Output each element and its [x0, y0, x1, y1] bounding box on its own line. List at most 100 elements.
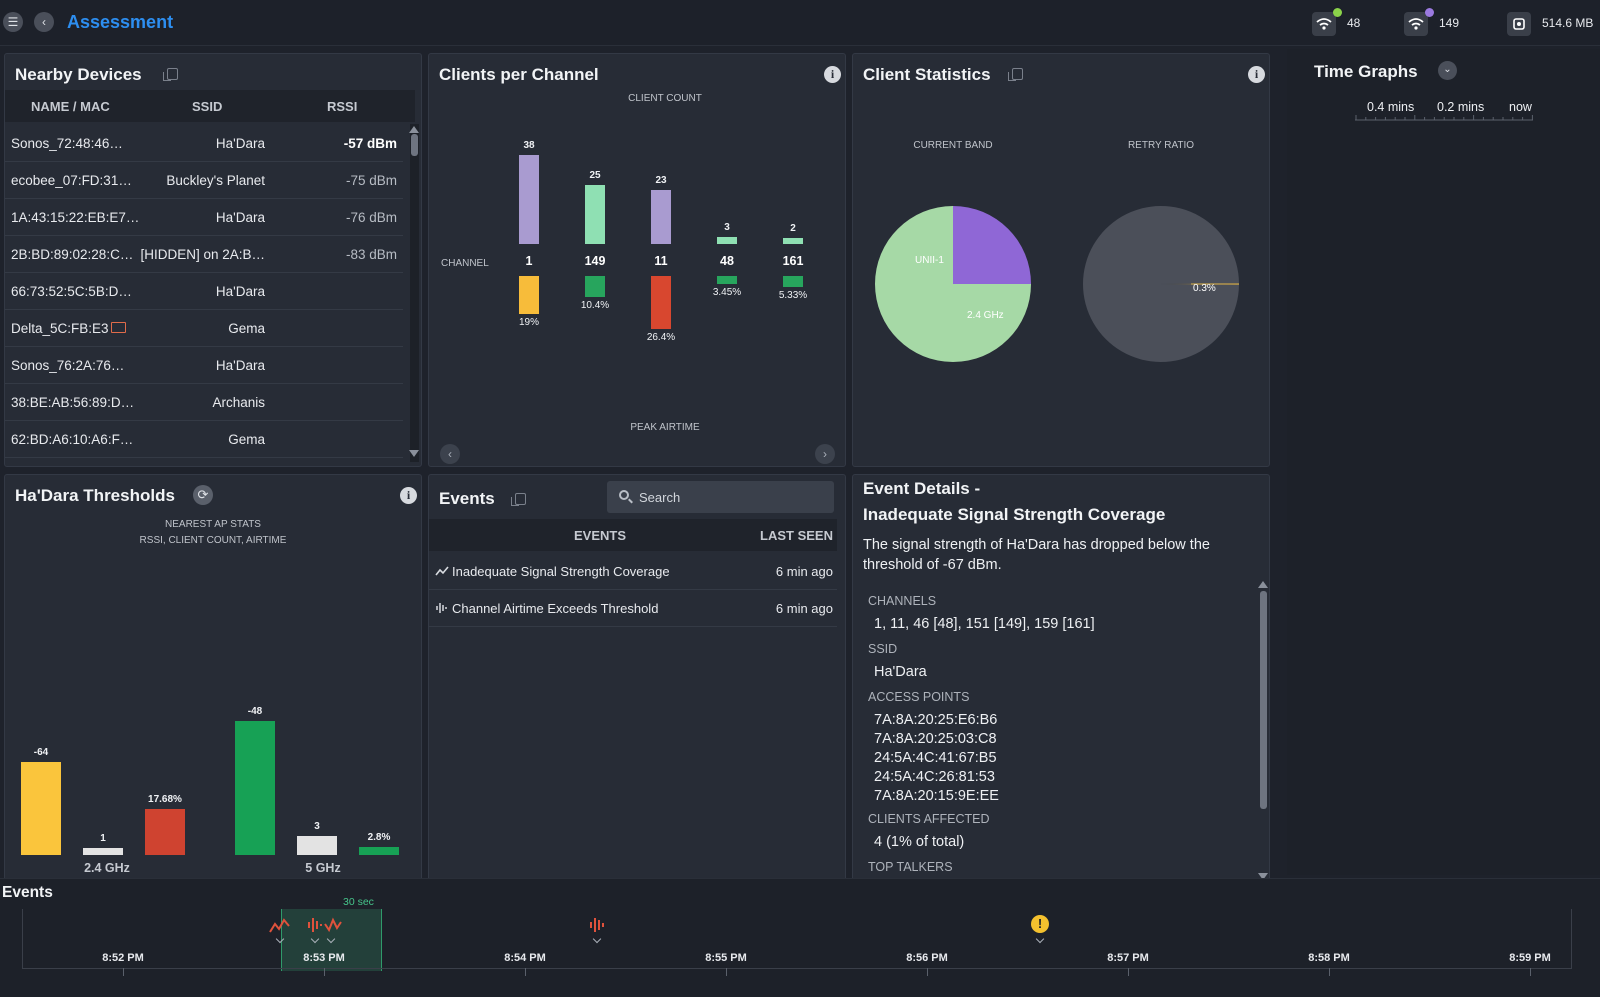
table-row[interactable]: Inadequate Signal Strength Coverage 6 mi… — [429, 553, 837, 590]
copy-icon[interactable] — [511, 493, 526, 506]
stat-value: 514.6 MB — [1542, 16, 1594, 30]
scroll-down-icon[interactable] — [409, 450, 419, 457]
column-header-ssid[interactable]: SSID — [192, 99, 223, 114]
table-row[interactable]: 38:BE:AB:56:89:D… Archanis — [5, 384, 403, 421]
pie-slice[interactable] — [953, 206, 1031, 284]
table-row[interactable]: Sonos_72:48:46… Ha'Dara -57 dBm — [5, 125, 403, 162]
stat-value: 149 — [1439, 16, 1460, 30]
table-row[interactable]: 2B:BD:89:02:28:C… [HIDDEN] on 2A:B… -83 dB… — [5, 236, 403, 273]
menu-icon[interactable]: ☰ — [3, 12, 23, 32]
table-row[interactable]: Channel Airtime Exceeds Threshold 6 min … — [429, 590, 837, 627]
device-name: Sonos_72:48:46… — [11, 136, 123, 151]
column-header-rssi[interactable]: RSSI — [327, 99, 358, 114]
peak-airtime-bar[interactable] — [585, 276, 605, 297]
info-icon[interactable]: i — [1248, 66, 1265, 83]
thresholds-caption: NEAREST AP STATS — [165, 519, 261, 530]
scroll-up-icon[interactable] — [409, 126, 419, 133]
airtime-event-icon[interactable] — [589, 916, 607, 934]
peak-airtime-bar[interactable] — [783, 276, 803, 287]
table-row[interactable]: 1A:43:15:22:EB:E7… Ha'Dara -76 dBm — [5, 199, 403, 236]
table-row[interactable]: Delta_5C:FB:E3 Gema — [5, 310, 403, 347]
scrollbar[interactable] — [410, 124, 419, 462]
events-panel: Events Search EVENTS LAST SEEN Inadequat… — [428, 474, 846, 888]
next-icon[interactable]: › — [815, 444, 835, 464]
threshold-bar[interactable] — [297, 835, 337, 855]
threshold-label: 2.8% — [367, 832, 391, 843]
peak-airtime-bar[interactable] — [651, 276, 671, 329]
peak-airtime-bar[interactable] — [519, 276, 539, 314]
info-icon[interactable]: i — [400, 487, 417, 504]
client-count-bar[interactable] — [783, 238, 803, 244]
chevron-down-icon[interactable] — [592, 934, 602, 944]
peak-airtime-label: 3.45% — [712, 287, 742, 298]
event-label: Channel Airtime Exceeds Threshold — [452, 601, 659, 616]
signal-event-icon[interactable] — [269, 916, 291, 934]
copy-icon[interactable] — [163, 68, 178, 81]
pie-slice[interactable] — [1083, 206, 1239, 363]
client-count-label: 23 — [655, 174, 667, 186]
channel-label: 48 — [720, 254, 734, 268]
clients-per-channel-panel: Clients per Channel i CLIENT COUNT CHANN… — [428, 53, 846, 467]
device-ssid: Ha'Dara — [215, 136, 265, 151]
device-ssid: Buckley's Planet — [166, 173, 265, 188]
channel-label: 161 — [782, 254, 804, 268]
client-count-bar[interactable] — [651, 189, 671, 244]
column-header-name[interactable]: NAME / MAC — [31, 99, 110, 114]
device-ssid: [HIDDEN] on 2A:B… — [140, 247, 265, 262]
table-row[interactable]: 62:BD:A6:10:A6:F… Gema — [5, 421, 403, 458]
client-count-bar[interactable] — [519, 154, 539, 244]
warning-icon[interactable]: ! — [1031, 915, 1049, 933]
refresh-icon[interactable]: ⟳ — [193, 485, 213, 505]
clients-affected-value: 4 (1% of total) — [874, 834, 965, 850]
threshold-bar[interactable] — [359, 847, 399, 855]
info-icon[interactable]: i — [824, 66, 841, 83]
device-icon — [111, 322, 126, 333]
device-rssi: -76 dBm — [345, 210, 397, 225]
chevron-down-icon[interactable]: ⌄ — [1438, 61, 1457, 80]
threshold-label: 1 — [100, 833, 106, 844]
column-header-events[interactable]: EVENTS — [574, 528, 627, 543]
timeline-time-label: 8:52 PM — [102, 952, 144, 964]
wifi-icon — [1404, 12, 1428, 36]
prev-icon[interactable]: ‹ — [440, 444, 460, 464]
back-icon[interactable]: ‹ — [34, 12, 54, 32]
peak-airtime-bar[interactable] — [717, 276, 737, 284]
timeline-window[interactable] — [281, 909, 382, 971]
threshold-bar[interactable] — [83, 848, 123, 855]
client-count-bar[interactable] — [585, 185, 605, 244]
column-header-last-seen[interactable]: LAST SEEN — [760, 528, 833, 543]
panel-title: Clients per Channel — [439, 65, 599, 84]
client-count-label: 3 — [724, 221, 730, 233]
scrollbar[interactable] — [1259, 591, 1268, 873]
threshold-bar[interactable] — [145, 808, 185, 855]
current-band-pie — [875, 206, 1031, 362]
timeline-tick — [123, 968, 124, 976]
device-rssi: -83 dBm — [345, 247, 397, 262]
scroll-down-icon[interactable] — [1258, 873, 1268, 880]
chevron-down-icon[interactable] — [1035, 934, 1045, 944]
nearby-devices-panel: Nearby Devices NAME / MAC SSID RSSI Sono… — [4, 53, 422, 467]
search-input[interactable]: Search — [607, 481, 834, 513]
table-row[interactable]: Sonos_76:2A:76… Ha'Dara — [5, 347, 403, 384]
device-name: ecobee_07:FD:31… — [11, 173, 132, 188]
scrollbar-thumb[interactable] — [411, 134, 418, 156]
timeline-time-label: 8:58 PM — [1308, 952, 1350, 964]
channel-caption: CHANNEL — [441, 258, 489, 269]
timeline-tick — [525, 968, 526, 976]
table-row[interactable]: 66:73:52:5C:5B:D… Ha'Dara — [5, 273, 403, 310]
panel-title: Ha'Dara Thresholds — [15, 486, 175, 505]
timeline-title: Events — [2, 884, 53, 901]
scrollbar-thumb[interactable] — [1260, 591, 1267, 809]
threshold-label: -48 — [247, 706, 263, 718]
table-row[interactable]: ecobee_07:FD:31… Buckley's Planet -75 dBm — [5, 162, 403, 199]
timeline-time-label: 8:56 PM — [906, 952, 948, 964]
status-dot — [1425, 8, 1434, 17]
client-count-bar[interactable] — [717, 236, 737, 244]
threshold-bar[interactable] — [21, 762, 61, 855]
scroll-up-icon[interactable] — [1258, 581, 1268, 588]
copy-icon[interactable] — [1008, 68, 1023, 81]
device-name: 62:BD:A6:10:A6:F… — [11, 432, 134, 447]
device-name: 66:73:52:5C:5B:D… — [11, 284, 132, 299]
airtime-event-icon[interactable] — [307, 916, 343, 934]
threshold-bar[interactable] — [235, 721, 275, 855]
